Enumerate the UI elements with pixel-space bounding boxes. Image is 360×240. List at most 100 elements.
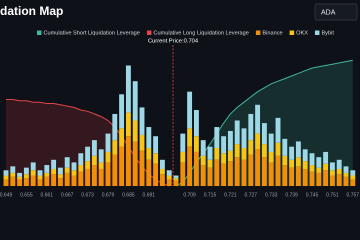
legend-label[interactable]: OKX [296,30,308,36]
bar [139,134,145,151]
bar [227,130,233,151]
selector-box[interactable] [314,3,358,21]
bar [193,151,199,186]
bar [119,94,125,129]
bar [275,117,281,143]
bar [57,178,63,186]
bar [187,91,193,129]
bar [302,168,308,186]
bar [64,167,70,173]
bar [282,138,288,156]
bar [173,175,179,179]
bar [207,167,213,186]
bar [309,153,315,166]
bar [125,136,131,186]
bar [302,161,308,169]
bar [10,172,16,177]
bar [336,168,342,175]
bar [329,175,335,186]
chart: dation Map ADA 0.649 0.655 0.661 0.667 0.673… [0,3,360,199]
legend-swatch[interactable] [289,30,295,36]
legend-label[interactable]: Cumulative Short Liquidation Leverage [44,30,140,36]
bar [214,159,220,186]
bar [139,107,145,135]
chart-title: dation Map [0,4,63,18]
legend-swatch[interactable] [146,30,152,36]
legend-label[interactable]: Cumulative Long Liquidation Leverage [153,30,248,36]
legend-item[interactable]: OKX [289,30,309,36]
selector-label[interactable]: ADA [321,9,336,16]
x-tick-label: 0.661 [41,192,54,198]
bar [248,140,254,155]
legend: Cumulative Short Liquidation Leverage Cum… [37,30,334,36]
legend-item[interactable]: Binance [255,30,283,36]
bar [187,128,193,147]
bar [309,171,315,186]
bar [159,174,165,186]
x-tick-label: 0.721 [224,192,237,198]
bar [98,149,104,163]
legend-swatch[interactable] [314,30,320,36]
x-tick-label: 0.673 [81,192,94,198]
bar [159,168,165,175]
selector[interactable]: ADA [314,3,358,21]
bar [166,179,172,186]
legend-item[interactable]: Bybit [314,30,334,36]
bar [51,168,57,175]
bar [268,133,274,152]
bar [91,140,97,156]
x-tick-label: 0.649 [0,192,12,198]
bar [221,153,227,164]
bar [207,159,213,168]
legend-swatch[interactable] [37,30,42,36]
bar [132,141,138,186]
bar [51,174,57,186]
bar [112,154,118,186]
bar [78,171,84,186]
bar [268,151,274,163]
bar [316,167,322,173]
line-area [176,60,353,187]
bar [261,123,267,145]
bar [98,168,104,186]
bar [30,170,36,176]
bar [17,179,23,186]
bar [295,166,301,186]
bar [200,140,206,156]
x-tick-label: 0.691 [143,192,156,198]
bar [261,157,267,186]
bar [350,179,356,186]
bar [200,155,206,166]
bar [214,148,220,160]
x-tick-label: 0.757 [347,192,360,198]
bar [64,172,70,186]
bar [37,175,43,180]
legend-label[interactable]: Bybit [321,30,334,36]
bar [323,163,329,171]
bar [153,153,159,164]
x-tick-label: 0.709 [183,192,196,198]
bar [248,113,254,141]
bar [289,146,295,160]
legend-item[interactable]: Cumulative Short Liquidation Leverage [37,30,140,36]
bar [173,178,179,181]
bar [10,166,16,173]
bar [153,163,159,186]
legend-swatch[interactable] [255,30,261,36]
bar [78,153,84,166]
current-price-label: Current Price:0.704 [148,39,199,45]
bar [329,162,335,171]
bar [105,133,111,152]
legend-label[interactable]: Binance [262,30,282,36]
bar [17,172,23,177]
bar [146,127,152,149]
bar [180,162,186,186]
bar [139,150,145,186]
x-tick-label: 0.655 [20,192,33,198]
bar [125,65,131,113]
bar [289,167,295,186]
legend-item[interactable]: Cumulative Long Liquidation Leverage [146,30,249,36]
x-tick-label: 0.715 [204,192,217,198]
bar [255,149,261,186]
bar [187,146,193,186]
